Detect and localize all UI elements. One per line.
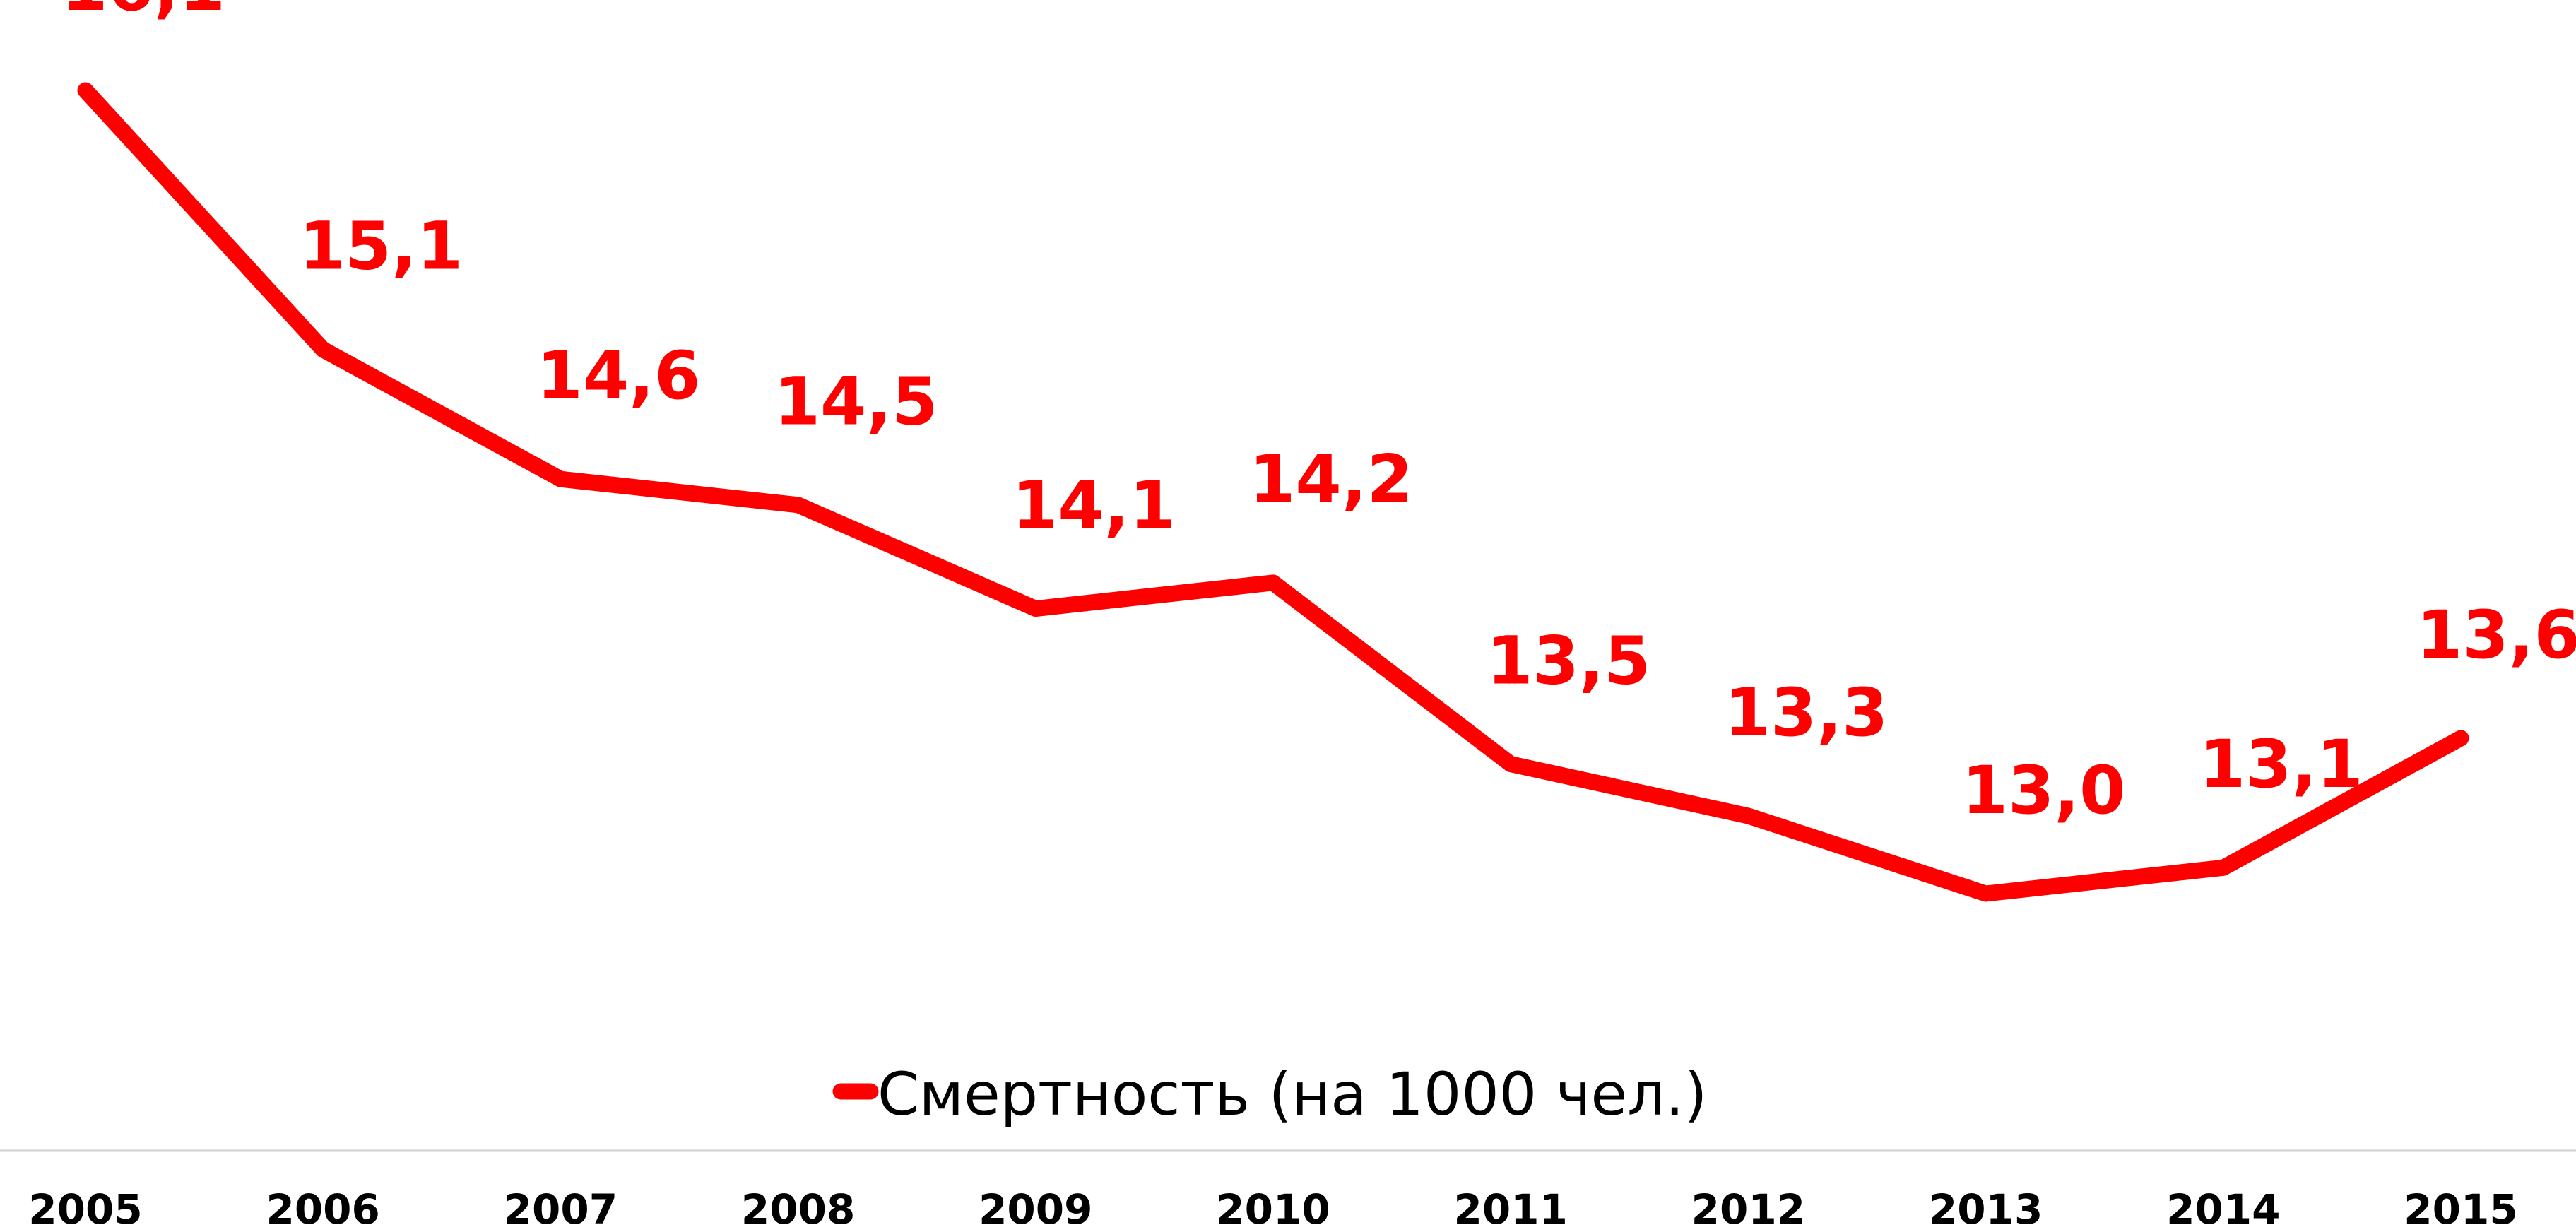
data-label: 14,2 bbox=[1249, 442, 1413, 519]
x-tick-label: 2007 bbox=[504, 1185, 618, 1232]
data-label: 13,6 bbox=[2416, 597, 2576, 674]
data-label: 13,5 bbox=[1487, 622, 1650, 699]
line bbox=[77, 82, 2469, 902]
x-tick-label: 2011 bbox=[1453, 1185, 1567, 1232]
data-label: 14,6 bbox=[536, 338, 700, 415]
x-tick-label: 2005 bbox=[28, 1185, 142, 1232]
x-tick-label: 2006 bbox=[266, 1185, 379, 1232]
x-tick-label: 2013 bbox=[1929, 1185, 2043, 1232]
legend-label: Смертность (на 1000 чел.) bbox=[878, 1060, 1707, 1129]
data-label: 14,1 bbox=[1012, 467, 1176, 544]
x-tick-label: 2014 bbox=[2166, 1185, 2280, 1232]
data-label: 15,1 bbox=[299, 208, 463, 285]
data-label: 14,5 bbox=[774, 364, 938, 441]
x-tick-label: 2012 bbox=[1691, 1185, 1805, 1232]
data-label: 13,3 bbox=[1724, 675, 1888, 752]
x-tick-label: 2009 bbox=[979, 1185, 1092, 1232]
x-tick-label: 2008 bbox=[741, 1185, 855, 1232]
data-label: 13,1 bbox=[2199, 726, 2363, 803]
data-label: 16,1 bbox=[61, 0, 225, 26]
x-tick-label: 2015 bbox=[2404, 1185, 2517, 1232]
data-label: 13,0 bbox=[1962, 752, 2126, 829]
x-tick-label: 2010 bbox=[1216, 1185, 1330, 1232]
